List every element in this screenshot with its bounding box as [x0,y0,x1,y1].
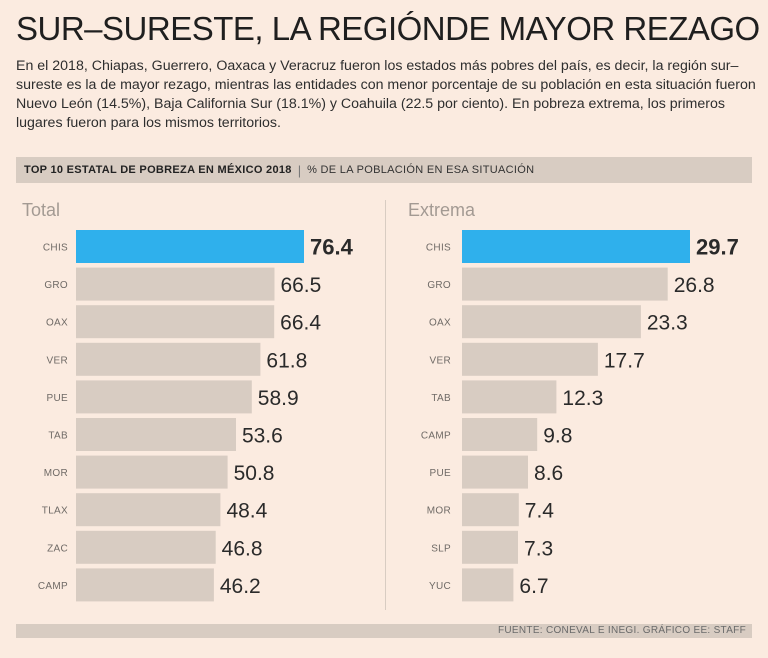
value-label: 7.3 [524,537,553,560]
bar [462,230,690,263]
category-label: YUC [429,581,451,592]
description-text: En el 2018, Chiapas, Guerrero, Oaxaca y … [16,58,756,131]
value-label: 53.6 [242,425,283,448]
category-label: ZAC [47,543,68,554]
bar [462,568,514,602]
subheader-unit: % DE LA POBLACIÓN EN ESA SITUACIÓN [307,164,535,176]
value-label: 7.4 [525,500,555,523]
bar [76,230,304,263]
panel-title: Extrema [408,200,476,220]
value-label: 58.9 [258,387,299,410]
category-label: CHIS [43,243,68,254]
bar [462,342,598,376]
value-label: 17.7 [604,349,645,372]
subheader-title: TOP 10 ESTATAL DE POBREZA EN MÉXICO 2018 [24,164,292,176]
subheader-separator: | [297,162,302,178]
category-label: MOR [44,468,68,479]
bar [76,342,261,376]
category-label: GRO [44,280,68,291]
category-label: CHIS [426,243,451,254]
category-label: CAMP [38,581,68,592]
value-label: 46.2 [220,575,261,598]
bar [76,455,228,489]
value-label: 50.8 [234,462,275,485]
category-label: MOR [427,506,451,517]
value-label: 8.6 [534,462,563,485]
value-label: 29.7 [696,235,739,260]
bar [462,530,518,564]
value-label: 6.7 [519,575,548,598]
value-label: 66.5 [280,274,321,297]
source-note: FUENTE: CONEVAL E INEGI. GRÁFICO EE: STA… [498,625,746,636]
category-label: VER [430,355,451,366]
bar [462,380,557,414]
value-label: 9.8 [543,425,572,448]
category-label: TAB [48,431,68,442]
bar [76,530,216,564]
page-title: SUR–SURESTE, LA REGIÓNDE MAYOR REZAGO [16,10,760,47]
category-label: VER [47,355,68,366]
bar [462,267,668,301]
bar [462,305,641,339]
bar [76,267,275,301]
value-label: 61.8 [266,349,307,372]
chart-subheader: TOP 10 ESTATAL DE POBREZA EN MÉXICO 2018… [16,157,752,183]
category-label: SLP [431,543,451,554]
value-label: 48.4 [226,500,267,523]
bar [76,380,252,414]
category-label: OAX [429,318,451,329]
bar [76,493,221,527]
category-label: PUE [47,393,68,404]
category-label: TAB [431,393,451,404]
footer-bar: FUENTE: CONEVAL E INEGI. GRÁFICO EE: STA… [16,624,752,638]
panel-title: Total [22,200,60,220]
bar [76,568,214,602]
value-label: 23.3 [647,312,688,335]
value-label: 76.4 [310,235,354,260]
category-label: PUE [430,468,451,479]
category-label: OAX [46,318,68,329]
category-label: GRO [427,280,451,291]
value-label: 46.8 [222,537,263,560]
value-label: 66.4 [280,312,321,335]
bar [76,418,236,451]
value-label: 12.3 [562,387,603,410]
bar [76,305,275,339]
bar [462,493,519,527]
category-label: CAMP [421,431,451,442]
bar [462,418,538,451]
category-label: TLAX [42,506,68,517]
value-label: 26.8 [674,274,715,297]
panel-divider [385,200,386,610]
bar [462,455,528,489]
